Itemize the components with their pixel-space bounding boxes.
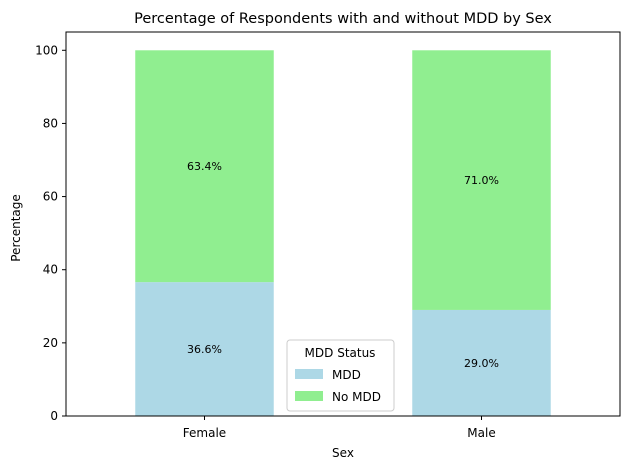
y-tick-label: 60 xyxy=(43,190,58,204)
bar-male-mdd xyxy=(412,309,551,416)
y-tick-label: 40 xyxy=(43,263,58,277)
data-label-male-no-mdd: 71.0% xyxy=(464,174,499,187)
legend-title: MDD Status xyxy=(305,346,376,360)
chart-title: Percentage of Respondents with and witho… xyxy=(134,11,552,27)
y-tick-label: 80 xyxy=(43,116,58,130)
x-tick-label: Male xyxy=(467,426,495,440)
legend-swatch-mdd xyxy=(295,369,323,379)
plot-area: 36.6% 63.4% Female 29.0% 71.0% Male 0 20 40 60 80 1… xyxy=(35,31,621,440)
legend-swatch-no-mdd xyxy=(295,391,323,401)
legend-label-no-mdd: No MDD xyxy=(332,390,381,404)
bar-female-no-mdd xyxy=(135,50,274,283)
bar-male-no-mdd xyxy=(412,50,551,310)
x-tick-label: Female xyxy=(183,426,226,440)
plot-frame xyxy=(65,31,621,417)
legend: MDD Status MDD No MDD xyxy=(286,339,395,412)
y-tick-label: 0 xyxy=(50,409,58,423)
y-axis-label: Percentage xyxy=(9,194,23,262)
data-label-female-no-mdd: 63.4% xyxy=(187,160,222,173)
data-label-male-mdd: 29.0% xyxy=(464,357,499,370)
legend-label-mdd: MDD xyxy=(332,368,361,382)
x-axis-label: Sex xyxy=(332,446,354,460)
bar-female-mdd xyxy=(135,282,274,416)
y-tick-label: 20 xyxy=(43,336,58,350)
data-label-female-mdd: 36.6% xyxy=(187,343,222,356)
y-tick-label: 100 xyxy=(35,43,58,57)
